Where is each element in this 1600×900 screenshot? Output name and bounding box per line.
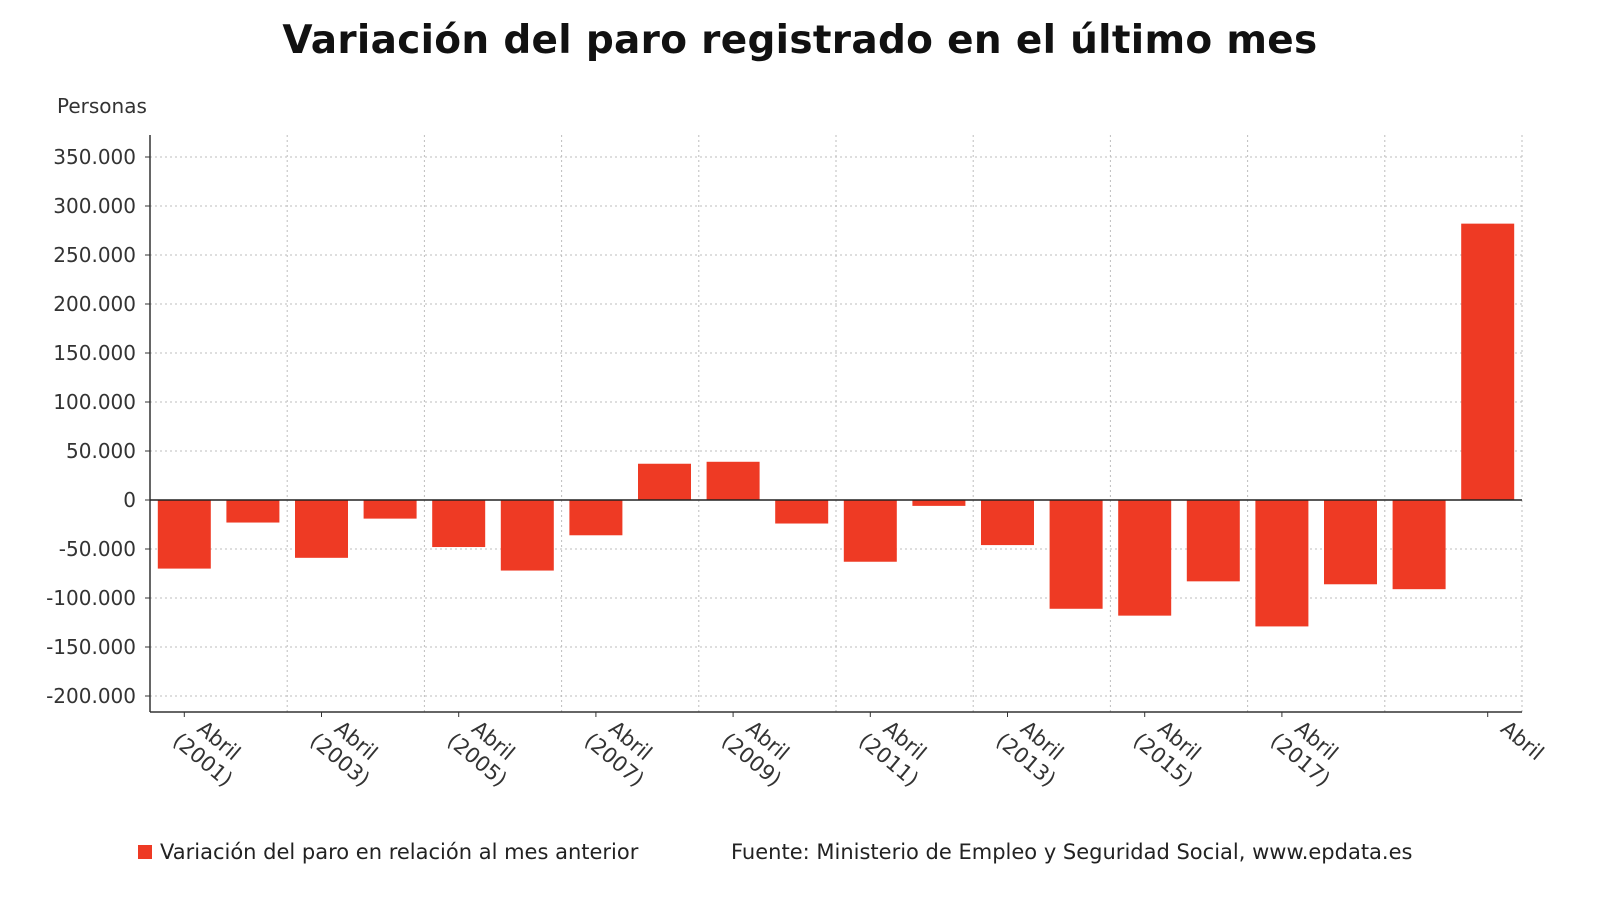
x-tick-label: Abril(2013)	[991, 716, 1068, 791]
bar-2016	[1186, 500, 1240, 582]
bar-2010	[775, 500, 829, 524]
bar-2020	[1461, 223, 1515, 500]
source-note: Fuente: Ministerio de Empleo y Seguridad…	[731, 840, 1413, 864]
bar-2012	[912, 500, 966, 506]
x-tick-label-line1: Abril	[1496, 716, 1548, 765]
bar-2008	[638, 463, 691, 500]
chart-title: Variación del paro registrado en el últi…	[282, 18, 1318, 63]
x-tick-label: Abril(2015)	[1129, 716, 1206, 791]
y-tick-label: 100.000	[53, 390, 136, 414]
x-tick-label: Abril(2005)	[443, 716, 520, 791]
y-tick-label: -100.000	[46, 586, 136, 610]
x-tick-label: Abril	[1496, 716, 1548, 765]
bar-2006	[500, 500, 554, 571]
y-tick-label: 150.000	[53, 341, 136, 365]
bar-2001	[157, 500, 211, 569]
x-tick-label: Abril(2001)	[168, 716, 245, 791]
x-tick-label: Abril(2011)	[854, 716, 931, 791]
bar-2015	[1118, 500, 1172, 616]
y-tick-label: -50.000	[59, 537, 136, 561]
bar-2005	[432, 500, 486, 548]
bar-2003	[295, 500, 348, 558]
legend: Variación del paro en relación al mes an…	[138, 840, 638, 864]
y-tick-label: -150.000	[46, 635, 136, 659]
x-tick-label: Abril(2003)	[305, 716, 382, 791]
bar-2011	[843, 500, 897, 562]
bar-2019	[1392, 500, 1446, 590]
bar-2004	[363, 500, 417, 519]
y-tick-label: 0	[123, 488, 136, 512]
y-tick-label: -200.000	[46, 684, 136, 708]
bar-2002	[226, 500, 280, 523]
bar-2009	[706, 461, 760, 500]
legend-swatch	[138, 845, 152, 859]
bar-2018	[1324, 500, 1377, 585]
x-tick-label: Abril(2009)	[717, 716, 794, 791]
y-axis-label: Personas	[57, 94, 147, 118]
legend-label: Variación del paro en relación al mes an…	[160, 840, 639, 864]
y-tick-label: 350.000	[53, 145, 136, 169]
bar-2007	[569, 500, 623, 536]
bar-2013	[981, 500, 1034, 546]
x-tick-label: Abril(2017)	[1266, 716, 1343, 791]
y-tick-label: 300.000	[53, 194, 136, 218]
bar-2017	[1255, 500, 1309, 627]
x-tick-label: Abril(2007)	[580, 716, 657, 791]
y-tick-label: 200.000	[53, 292, 136, 316]
y-tick-label: 250.000	[53, 243, 136, 267]
y-tick-label: 50.000	[66, 439, 136, 463]
bar-2014	[1049, 500, 1103, 609]
